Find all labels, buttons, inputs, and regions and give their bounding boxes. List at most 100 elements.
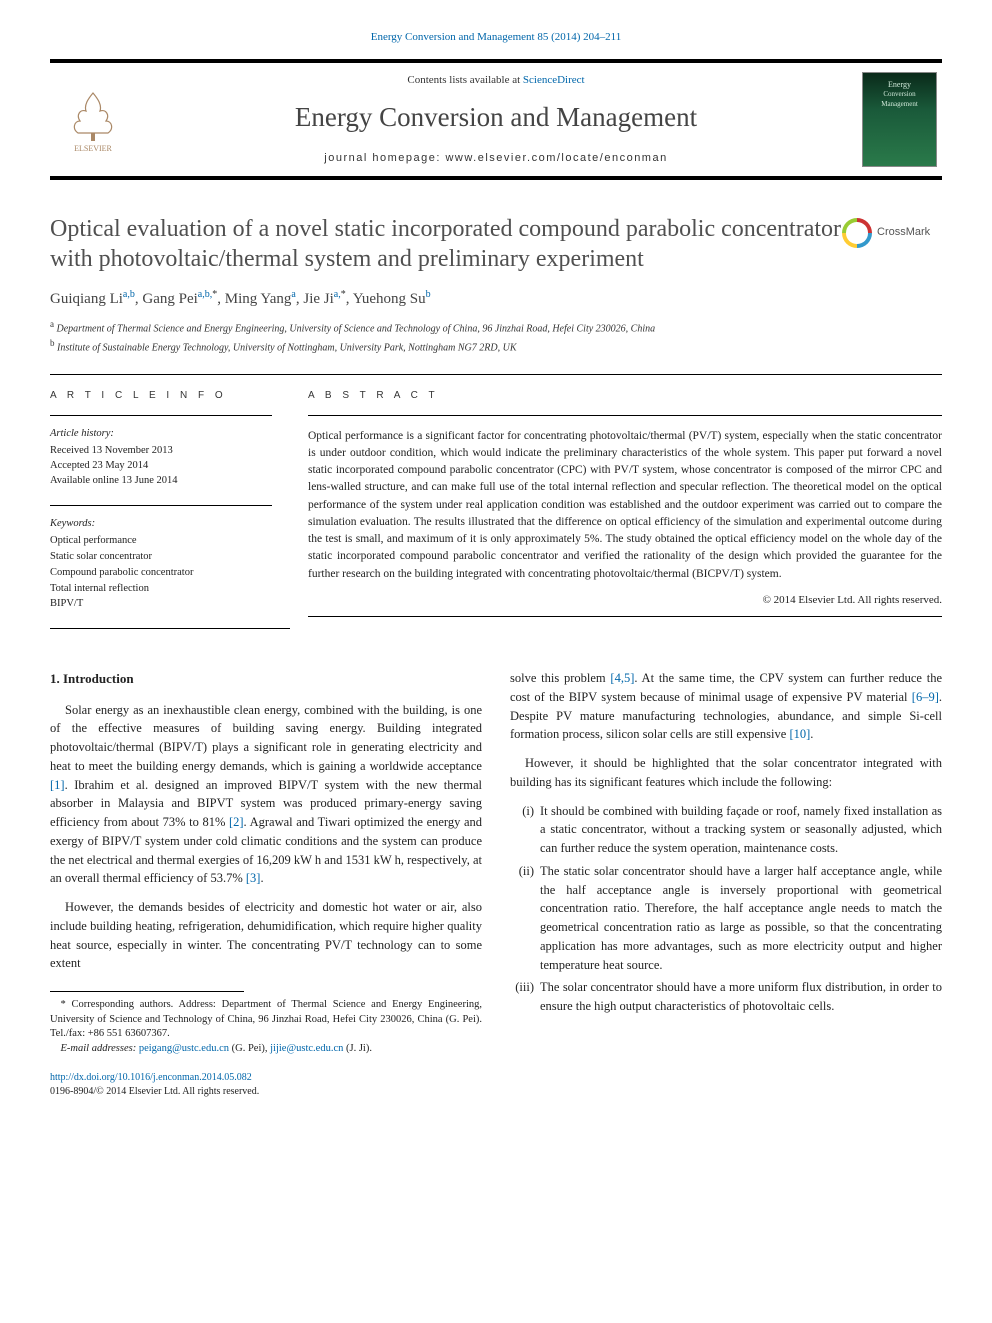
email-footnote: E-mail addresses: peigang@ustc.edu.cn (G… [50, 1042, 482, 1057]
corresponding-footnote: * Corresponding authors. Address: Depart… [50, 998, 482, 1042]
citation-banner: Energy Conversion and Management 85 (201… [50, 30, 942, 45]
rule [308, 415, 942, 416]
list-marker: (ii) [510, 862, 540, 975]
text-run: However, the demands besides of electric… [50, 900, 482, 970]
elsevier-logo-box: ELSEVIER [50, 63, 135, 176]
affil-tag: a [50, 319, 54, 329]
cover-line3: Management [863, 100, 936, 110]
journal-name: Energy Conversion and Management [135, 99, 857, 137]
list-item: (i)It should be combined with building f… [510, 802, 942, 858]
list-text: The static solar concentrator should hav… [540, 862, 942, 975]
footnote-rule [50, 991, 244, 992]
corresponding-star: * [212, 289, 217, 300]
paragraph: However, the demands besides of electric… [50, 898, 482, 973]
author: Ming Yanga [225, 291, 296, 307]
list-marker: (i) [510, 802, 540, 858]
author-name: Gang Pei [142, 291, 197, 307]
elsevier-wordmark: ELSEVIER [74, 144, 112, 153]
header-center: Contents lists available at ScienceDirec… [135, 63, 857, 176]
author-name: Yuehong Su [353, 291, 426, 307]
sciencedirect-link[interactable]: ScienceDirect [523, 74, 585, 86]
author-name: Jie Ji [303, 291, 333, 307]
list-marker: (iii) [510, 978, 540, 1016]
affil-text: Institute of Sustainable Energy Technolo… [57, 342, 517, 353]
citation-link[interactable]: [6–9] [912, 690, 939, 704]
text-run: . [810, 727, 813, 741]
author: Yuehong Sub [353, 291, 431, 307]
list-text: The solar concentrator should have a mor… [540, 978, 942, 1016]
author: Jie Jia,* [303, 291, 345, 307]
keyword: Optical performance [50, 533, 272, 549]
journal-homepage: journal homepage: www.elsevier.com/locat… [135, 151, 857, 166]
contents-list-line: Contents lists available at ScienceDirec… [135, 73, 857, 88]
citation-link[interactable]: [2] [229, 815, 244, 829]
citation-link[interactable]: [3] [246, 871, 261, 885]
feature-list: (i)It should be combined with building f… [510, 802, 942, 1016]
issn-copyright: 0196-8904/© 2014 Elsevier Ltd. All right… [50, 1085, 482, 1099]
keywords-label: Keywords: [50, 516, 272, 532]
list-item: (ii)The static solar concentrator should… [510, 862, 942, 975]
author-affil-sup: a, [334, 289, 341, 300]
email-link[interactable]: peigang@ustc.edu.cn [139, 1043, 229, 1054]
affiliations: a Department of Thermal Science and Ener… [50, 318, 942, 356]
doi-block: http://dx.doi.org/10.1016/j.enconman.201… [50, 1071, 482, 1099]
rule [50, 628, 290, 629]
text-run: Solar energy as an inexhaustible clean e… [50, 703, 482, 773]
author-affil-sup: a [291, 289, 295, 300]
email-owner: (G. Pei), [229, 1043, 270, 1054]
affil-text: Department of Thermal Science and Energy… [57, 323, 656, 334]
journal-cover-thumb: Energy Conversion Management [862, 72, 937, 167]
journal-header: ELSEVIER Contents lists available at Sci… [50, 59, 942, 180]
crossmark-icon [842, 218, 872, 248]
section-heading: 1. Introduction [50, 669, 482, 689]
crossmark-widget[interactable]: CrossMark [842, 218, 942, 248]
affiliation: b Institute of Sustainable Energy Techno… [50, 337, 942, 356]
citation-link[interactable]: [4,5] [610, 671, 634, 685]
list-item: (iii)The solar concentrator should have … [510, 978, 942, 1016]
abstract-text: Optical performance is a significant fac… [308, 428, 942, 583]
author-affil-sup: a,b [123, 289, 135, 300]
doi-link[interactable]: http://dx.doi.org/10.1016/j.enconman.201… [50, 1072, 252, 1083]
paragraph: However, it should be highlighted that t… [510, 754, 942, 792]
abstract-label: A B S T R A C T [308, 389, 942, 403]
keywords-block: Keywords: Optical performance Static sol… [50, 516, 272, 613]
keyword: Total internal reflection [50, 581, 272, 597]
abstract-copyright: © 2014 Elsevier Ltd. All rights reserved… [308, 593, 942, 608]
article-info-column: A R T I C L E I N F O Article history: R… [50, 375, 290, 628]
cover-thumbnail-box: Energy Conversion Management [857, 63, 942, 176]
rule [308, 616, 942, 617]
crossmark-label: CrossMark [877, 225, 930, 240]
affiliation: a Department of Thermal Science and Ener… [50, 318, 942, 337]
citation-link[interactable]: [10] [789, 727, 810, 741]
history-label: Article history: [50, 426, 272, 441]
article-history: Article history: Received 13 November 20… [50, 426, 272, 489]
paper-title: Optical evaluation of a novel static inc… [50, 214, 842, 274]
online-date: Available online 13 June 2014 [50, 473, 272, 488]
corresponding-star: * [341, 289, 346, 300]
keyword: Static solar concentrator [50, 549, 272, 565]
author-name: Ming Yang [225, 291, 292, 307]
article-info-label: A R T I C L E I N F O [50, 389, 272, 403]
affil-tag: b [50, 338, 55, 348]
body-text: 1. Introduction Solar energy as an inexh… [50, 669, 942, 1099]
email-label: E-mail addresses: [61, 1043, 139, 1054]
text-run: solve this problem [510, 671, 610, 685]
text-run: . [260, 871, 263, 885]
cover-line2: Conversion [863, 90, 936, 100]
keyword: Compound parabolic concentrator [50, 565, 272, 581]
list-text: It should be combined with building faça… [540, 802, 942, 858]
author-affil-sup: b [426, 289, 431, 300]
keyword: BIPV/T [50, 596, 272, 612]
author: Guiqiang Lia,b [50, 291, 135, 307]
email-owner: (J. Ji). [343, 1043, 372, 1054]
paragraph: solve this problem [4,5]. At the same ti… [510, 669, 942, 744]
abstract-column: A B S T R A C T Optical performance is a… [290, 375, 942, 628]
cover-line1: Energy [863, 79, 936, 90]
footnote-text: Corresponding authors. Address: Departme… [50, 999, 482, 1039]
author-name: Guiqiang Li [50, 291, 123, 307]
author-affil-sup: a,b, [198, 289, 212, 300]
citation-link[interactable]: [1] [50, 778, 65, 792]
rule [50, 415, 272, 416]
email-link[interactable]: jijie@ustc.edu.cn [270, 1043, 343, 1054]
rule [50, 505, 272, 506]
